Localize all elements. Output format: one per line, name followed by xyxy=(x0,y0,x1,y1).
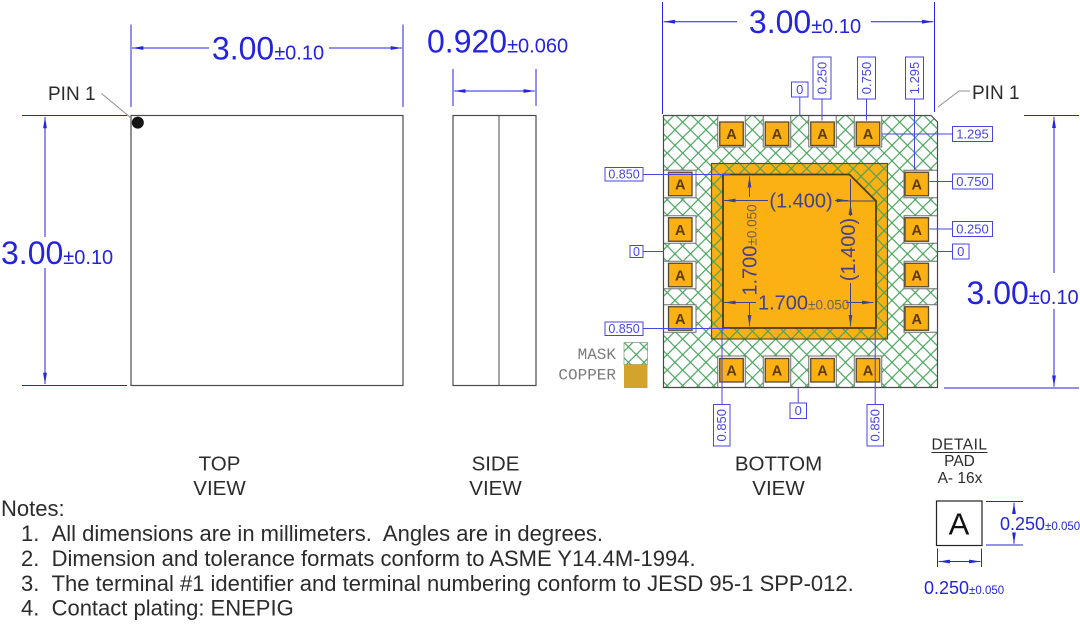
svg-text:A: A xyxy=(675,312,686,328)
svg-text:A: A xyxy=(675,177,686,193)
svg-text:A: A xyxy=(817,364,828,380)
svg-text:TOP: TOP xyxy=(199,453,241,476)
svg-text:0: 0 xyxy=(796,82,803,97)
svg-text:0.250: 0.250 xyxy=(956,221,989,236)
svg-text:0.850: 0.850 xyxy=(608,322,639,336)
svg-text:A: A xyxy=(949,507,970,542)
svg-text:A: A xyxy=(912,312,923,328)
svg-text:VIEW: VIEW xyxy=(193,477,246,500)
svg-text:A: A xyxy=(772,127,783,143)
svg-text:0.920±0.060: 0.920±0.060 xyxy=(427,24,568,60)
svg-text:3.00±0.10: 3.00±0.10 xyxy=(967,275,1079,311)
svg-text:0.850: 0.850 xyxy=(608,168,639,182)
svg-text:A: A xyxy=(675,223,686,239)
svg-text:A: A xyxy=(726,127,737,143)
svg-text:A: A xyxy=(675,268,686,284)
svg-text:PIN 1: PIN 1 xyxy=(48,84,96,105)
svg-text:PIN 1: PIN 1 xyxy=(972,83,1020,104)
svg-text:1.700±0.050: 1.700±0.050 xyxy=(758,292,849,314)
svg-text:4. Contact plating: ENEPIG: 4. Contact plating: ENEPIG xyxy=(21,596,294,621)
svg-text:0: 0 xyxy=(957,244,964,259)
svg-text:2. Dimension and tolerance fo: 2. Dimension and tolerance formats confo… xyxy=(21,546,696,571)
svg-text:DETAIL: DETAIL xyxy=(931,437,987,454)
svg-text:3.00±0.10: 3.00±0.10 xyxy=(1,235,113,271)
svg-text:0.250±0.050: 0.250±0.050 xyxy=(924,578,1004,598)
svg-text:1.295: 1.295 xyxy=(956,126,989,141)
svg-text:3.00±0.10: 3.00±0.10 xyxy=(749,4,861,40)
svg-text:Notes:: Notes: xyxy=(1,496,65,521)
svg-text:(1.400): (1.400) xyxy=(769,190,832,212)
svg-text:0.250: 0.250 xyxy=(814,62,829,95)
svg-text:0.850: 0.850 xyxy=(868,409,883,442)
svg-text:A: A xyxy=(912,177,923,193)
svg-text:A: A xyxy=(863,127,874,143)
svg-text:3. The terminal #1 identifier: 3. The terminal #1 identifier and termin… xyxy=(21,571,854,596)
svg-text:A: A xyxy=(726,364,737,380)
svg-text:PAD: PAD xyxy=(944,453,975,470)
svg-text:MASK: MASK xyxy=(578,346,617,364)
svg-text:1.295: 1.295 xyxy=(907,62,922,95)
svg-text:COPPER: COPPER xyxy=(558,367,616,385)
svg-text:VIEW: VIEW xyxy=(469,477,522,500)
svg-text:(1.400): (1.400) xyxy=(838,218,860,281)
svg-text:A: A xyxy=(912,223,923,239)
svg-text:A: A xyxy=(817,127,828,143)
svg-text:A: A xyxy=(772,364,783,380)
svg-text:A: A xyxy=(912,268,923,284)
svg-text:A- 16x: A- 16x xyxy=(938,470,983,487)
svg-text:A: A xyxy=(863,364,874,380)
svg-text:0.750: 0.750 xyxy=(956,174,989,189)
svg-text:VIEW: VIEW xyxy=(752,477,805,500)
svg-text:3.00±0.10: 3.00±0.10 xyxy=(212,31,324,67)
svg-text:0: 0 xyxy=(795,403,802,418)
svg-text:BOTTOM: BOTTOM xyxy=(735,453,822,476)
svg-text:0.850: 0.850 xyxy=(714,409,729,442)
svg-text:1. All dimensions are in mill: 1. All dimensions are in millimeters. An… xyxy=(21,521,603,546)
svg-text:SIDE: SIDE xyxy=(472,453,520,476)
svg-text:0.250±0.050: 0.250±0.050 xyxy=(1000,514,1080,534)
svg-text:0.750: 0.750 xyxy=(859,62,874,95)
svg-text:1.700±0.050: 1.700±0.050 xyxy=(739,204,761,295)
svg-text:0: 0 xyxy=(633,245,640,259)
